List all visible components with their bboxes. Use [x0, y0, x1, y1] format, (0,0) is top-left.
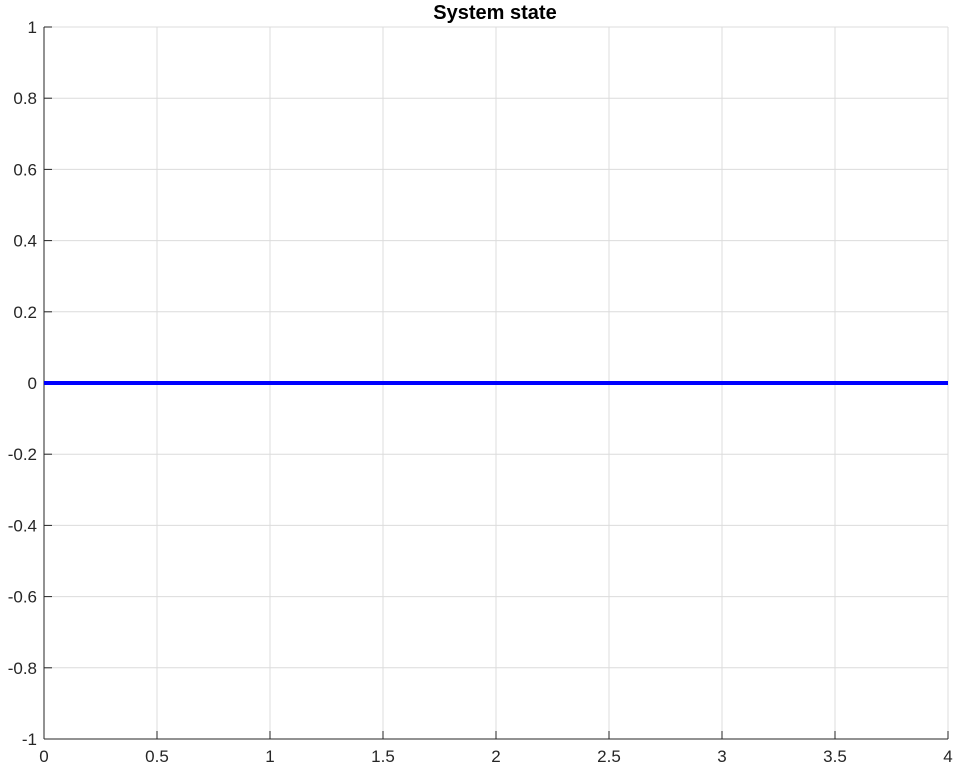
y-tick-label: -0.6 [8, 588, 37, 607]
x-tick-label: 3.5 [823, 747, 847, 766]
x-tick-label: 2 [491, 747, 500, 766]
y-tick-label: 0.2 [13, 303, 37, 322]
tick-label-layer: 0 0.5 1 1.5 2 2.5 3 3.5 4 -1 -0.8 -0.6 -0.4 -0.2 0 0.2 0… [8, 18, 953, 766]
x-tick-label: 2.5 [597, 747, 621, 766]
x-tick-label: 0.5 [145, 747, 169, 766]
y-tick-label: 0.8 [13, 89, 37, 108]
x-tick-label: 0 [39, 747, 48, 766]
y-tick-label: -0.4 [8, 516, 37, 535]
grid-layer [43, 26, 949, 740]
y-tick-label: 0 [28, 374, 37, 393]
y-tick-label: -0.2 [8, 445, 37, 464]
y-tick-label: -1 [22, 730, 37, 749]
x-tick-label: 3 [717, 747, 726, 766]
chart-title: System state [433, 2, 556, 24]
y-tick-label: -0.8 [8, 659, 37, 678]
y-tick-label: 1 [28, 18, 37, 37]
x-tick-label: 4 [943, 747, 952, 766]
x-tick-label: 1.5 [371, 747, 395, 766]
x-tick-label: 1 [265, 747, 274, 766]
y-tick-label: 0.4 [13, 232, 37, 251]
y-tick-label: 0.6 [13, 160, 37, 179]
